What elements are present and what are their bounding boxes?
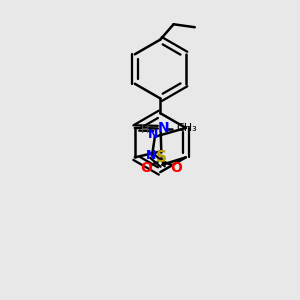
Text: CH₃: CH₃ xyxy=(176,123,197,133)
Text: N: N xyxy=(157,121,169,135)
Text: N: N xyxy=(148,128,159,141)
Text: N: N xyxy=(146,149,156,162)
Text: O: O xyxy=(140,161,152,175)
Text: O: O xyxy=(171,161,183,175)
Text: H: H xyxy=(141,125,150,135)
Text: S: S xyxy=(156,150,167,165)
